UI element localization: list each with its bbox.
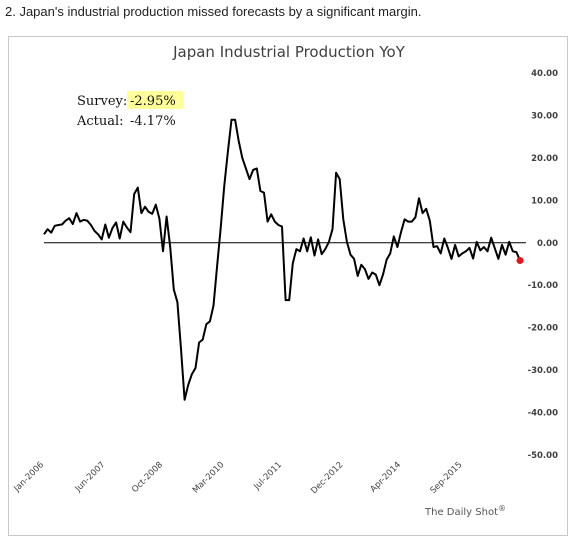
survey-annotation: Survey: -2.95% (77, 91, 183, 109)
chart-frame: Japan Industrial Production YoY 40.00 30.… (8, 36, 568, 536)
x-tick-label: Jul-2011 (252, 460, 285, 493)
y-tick-label: -10.00 (528, 281, 558, 291)
actual-label: Actual: (76, 114, 124, 129)
last-data-point (516, 256, 524, 264)
y-tick-label: 30.00 (531, 111, 558, 121)
survey-value-highlight (127, 91, 183, 109)
x-tick-label: Sep-2015 (429, 460, 465, 496)
credit-text: The Daily Shot® (424, 504, 506, 518)
y-tick-label: 20.00 (531, 154, 558, 164)
series-group (43, 118, 524, 401)
credit-mark: ® (498, 504, 506, 513)
y-tick-label: -20.00 (528, 324, 558, 334)
y-tick-label: -40.00 (528, 409, 558, 419)
survey-label: Survey: (77, 94, 127, 109)
y-tick-label: -30.00 (528, 366, 558, 376)
y-tick-label: -50.00 (528, 451, 558, 461)
y-axis-ticks: 40.00 30.00 20.00 10.00 0.00 -10.00 -20.00 -30.… (528, 69, 559, 461)
credit-name: The Daily Shot (424, 507, 498, 518)
x-tick-label: Oct-2008 (130, 460, 165, 495)
x-tick-label: Dec-2012 (309, 460, 345, 496)
chart-caption: 2. Japan's industrial production missed … (5, 4, 422, 19)
y-tick-label: 10.00 (531, 196, 558, 206)
x-tick-label: Jun-2007 (73, 460, 108, 495)
x-tick-label: Mar-2010 (191, 460, 226, 495)
x-tick-label: Apr-2014 (369, 460, 404, 495)
actual-annotation: Actual: -4.17% (76, 114, 176, 129)
line-chart: Japan Industrial Production YoY 40.00 30.… (12, 43, 559, 518)
x-tick-label: Jan-2006 (12, 460, 47, 495)
chart-title: Japan Industrial Production YoY (172, 43, 406, 61)
actual-value: -4.17% (130, 114, 176, 129)
y-tick-label: 0.00 (537, 239, 558, 249)
y-tick-label: 40.00 (531, 69, 558, 79)
survey-value: -2.95% (130, 94, 176, 109)
x-axis-ticks: Jan-2006 Jun-2007 Oct-2008 Mar-2010 Jul-2011… (12, 460, 465, 496)
series-line (43, 118, 521, 401)
